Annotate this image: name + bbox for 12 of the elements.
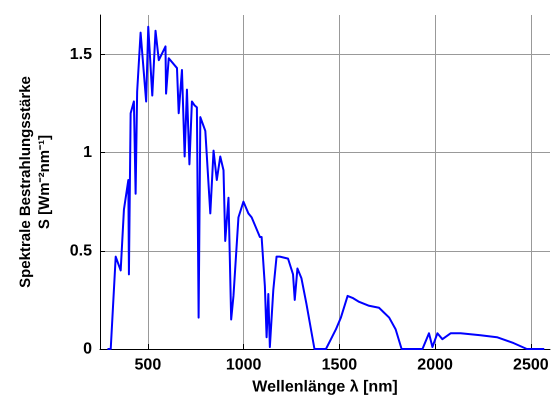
x-tick-label: 2500 [513, 356, 549, 374]
y-axis-title: Spektrale Bestrahlungsstärke S [Wm⁻²nm⁻¹] [17, 76, 53, 288]
x-tick-label: 1500 [322, 356, 358, 374]
y-tick-label: 1 [83, 144, 92, 162]
line-series [106, 26, 546, 350]
y-tick-label: 1.5 [70, 46, 92, 63]
x-tick-label: 2000 [417, 356, 454, 374]
x-axis-title: Wellenlänge λ [nm] [252, 378, 398, 396]
x-tick-label: 1000 [226, 356, 262, 374]
x-tick-label: 500 [134, 356, 162, 374]
y-tick-label: 0 [83, 340, 92, 358]
y-tick-label: 0.5 [70, 242, 92, 260]
